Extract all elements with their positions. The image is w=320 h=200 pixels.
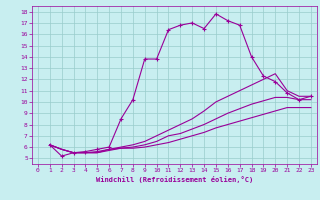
X-axis label: Windchill (Refroidissement éolien,°C): Windchill (Refroidissement éolien,°C) xyxy=(96,176,253,183)
